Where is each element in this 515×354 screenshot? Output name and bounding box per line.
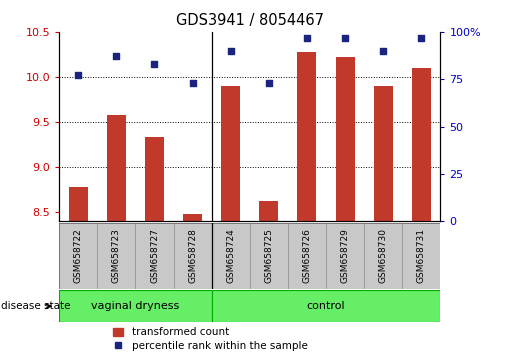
Bar	[326, 223, 364, 289]
Point	[188, 80, 197, 86]
Title: GDS3941 / 8054467: GDS3941 / 8054467	[176, 13, 324, 28]
Bar	[107, 115, 126, 221]
Bar	[68, 187, 88, 221]
Text: GSM658728: GSM658728	[188, 228, 197, 283]
Point	[303, 35, 311, 40]
Bar	[402, 223, 440, 289]
Text: GSM658729: GSM658729	[340, 228, 350, 283]
Text: GSM658730: GSM658730	[379, 228, 388, 283]
Bar	[250, 223, 288, 289]
Bar	[59, 223, 97, 289]
Text: disease state: disease state	[1, 301, 70, 311]
Point	[265, 80, 273, 86]
Bar	[174, 223, 212, 289]
Text: GSM658726: GSM658726	[302, 228, 312, 283]
Bar	[288, 223, 326, 289]
Text: GSM658724: GSM658724	[226, 228, 235, 283]
Bar	[335, 57, 354, 221]
Bar	[373, 86, 392, 221]
Text: GSM658722: GSM658722	[74, 228, 83, 283]
Bar	[97, 223, 135, 289]
Text: vaginal dryness: vaginal dryness	[91, 301, 180, 311]
Point	[227, 48, 235, 53]
Legend: transformed count, percentile rank within the sample: transformed count, percentile rank withi…	[113, 327, 307, 350]
Point	[417, 35, 425, 40]
Text: control: control	[307, 301, 345, 311]
Bar	[364, 223, 402, 289]
Point	[112, 54, 121, 59]
Text: GSM658731: GSM658731	[417, 228, 426, 283]
Bar	[135, 223, 174, 289]
Bar	[212, 290, 440, 322]
Text: GSM658727: GSM658727	[150, 228, 159, 283]
Point	[150, 61, 159, 67]
Bar	[221, 86, 240, 221]
Bar	[411, 68, 431, 221]
Bar	[59, 290, 212, 322]
Bar	[145, 137, 164, 221]
Bar	[183, 214, 202, 221]
Text: GSM658725: GSM658725	[264, 228, 273, 283]
Point	[379, 48, 387, 53]
Point	[341, 35, 349, 40]
Text: GSM658723: GSM658723	[112, 228, 121, 283]
Bar	[259, 201, 278, 221]
Bar	[212, 223, 250, 289]
Point	[74, 73, 82, 78]
Bar	[297, 52, 316, 221]
